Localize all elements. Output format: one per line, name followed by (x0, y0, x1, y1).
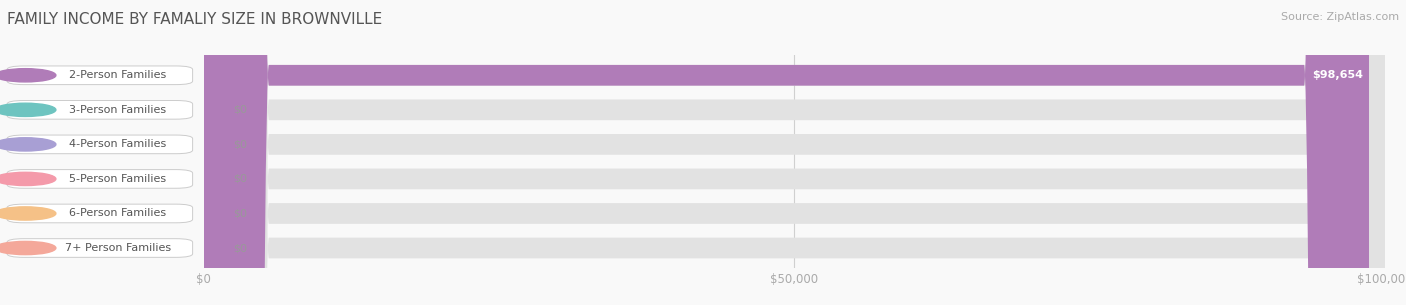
Text: $0: $0 (233, 209, 247, 218)
Text: FAMILY INCOME BY FAMALIY SIZE IN BROWNVILLE: FAMILY INCOME BY FAMALIY SIZE IN BROWNVI… (7, 12, 382, 27)
FancyBboxPatch shape (204, 0, 1385, 305)
FancyBboxPatch shape (204, 0, 1369, 305)
FancyBboxPatch shape (204, 0, 1385, 305)
FancyBboxPatch shape (204, 0, 1385, 305)
Text: Source: ZipAtlas.com: Source: ZipAtlas.com (1281, 12, 1399, 22)
Text: $0: $0 (233, 243, 247, 253)
Text: 7+ Person Families: 7+ Person Families (65, 243, 170, 253)
Text: 3-Person Families: 3-Person Families (69, 105, 166, 115)
FancyBboxPatch shape (204, 0, 1385, 305)
Text: $98,654: $98,654 (1312, 70, 1362, 80)
Text: $0: $0 (233, 105, 247, 115)
Text: 5-Person Families: 5-Person Families (69, 174, 166, 184)
FancyBboxPatch shape (204, 0, 1385, 305)
Text: 4-Person Families: 4-Person Families (69, 139, 166, 149)
Text: $0: $0 (233, 139, 247, 149)
Text: 2-Person Families: 2-Person Families (69, 70, 166, 80)
Text: $0: $0 (233, 174, 247, 184)
Text: 6-Person Families: 6-Person Families (69, 209, 166, 218)
FancyBboxPatch shape (204, 0, 1385, 305)
